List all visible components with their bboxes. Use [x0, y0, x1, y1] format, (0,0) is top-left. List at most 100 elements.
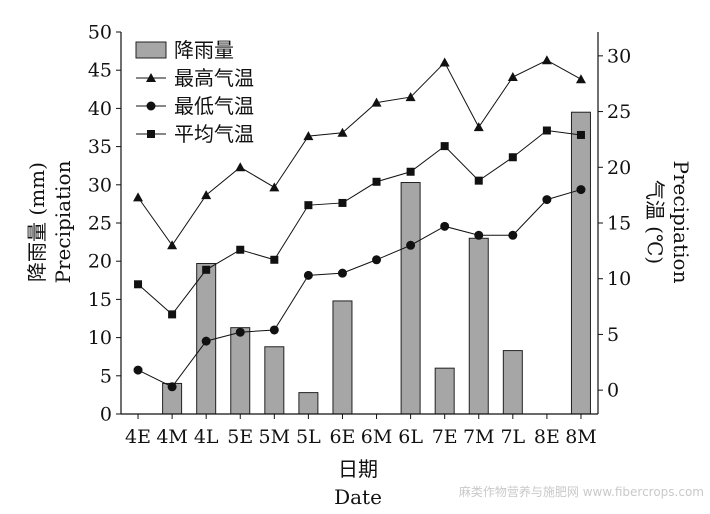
point-0-6E [337, 127, 348, 137]
x-tick-label: 6L [398, 426, 423, 448]
point-0-4L [201, 190, 212, 200]
bar-5E [230, 327, 251, 415]
legend-swatch-bar [135, 41, 167, 59]
legend-marker [147, 130, 155, 138]
point-0-8E [541, 55, 552, 65]
point-0-4M [167, 240, 178, 250]
bars-layer [162, 111, 591, 415]
point-1-4L [201, 336, 211, 346]
point-1-5M [269, 325, 279, 335]
legend-marker [146, 73, 156, 82]
legend-label: 降雨量 [174, 38, 234, 62]
bar-7L [502, 350, 523, 415]
bar-5L [298, 392, 319, 415]
x-tick-label: 8M [565, 426, 597, 448]
point-0-7L [507, 72, 518, 82]
x-tick-label: 5L [296, 426, 321, 448]
y-right-tick-label: 25 [607, 101, 631, 123]
point-2-8E [542, 126, 551, 135]
bar-5M [264, 346, 285, 415]
bar-6E [332, 300, 353, 415]
legend-label: 最高气温 [174, 66, 254, 90]
y-right-tick-label: 15 [607, 213, 631, 235]
point-0-4E [133, 192, 144, 202]
point-0-5E [235, 162, 246, 172]
point-1-8M [576, 185, 586, 195]
point-0-7E [439, 57, 450, 67]
point-1-7L [508, 230, 518, 240]
y-left-tick-label: 50 [88, 22, 112, 44]
point-2-4M [168, 310, 177, 319]
x-tick-label: 4M [156, 426, 188, 448]
point-2-7M [474, 176, 483, 185]
y-left-tick-label: 35 [88, 136, 112, 158]
point-2-7E [440, 142, 449, 151]
point-2-5L [304, 201, 313, 210]
point-1-5E [235, 327, 245, 337]
point-2-5M [270, 255, 279, 264]
point-2-6E [338, 198, 347, 207]
lines-layer [133, 55, 586, 392]
x-title-en: Date [334, 485, 382, 509]
x-title-cn: 日期 [338, 457, 378, 481]
y-left-tick-label: 5 [100, 365, 112, 387]
y-left-title-cn: 降雨量 (mm) [25, 162, 49, 282]
point-2-4E [134, 280, 143, 289]
point-0-8M [575, 74, 586, 84]
y-right-tick-label: 10 [607, 268, 631, 290]
point-2-4L [202, 265, 211, 274]
x-tick-label: 5M [259, 426, 291, 448]
x-tick-label: 7M [463, 426, 495, 448]
watermark: 麻类作物营养与施肥网 www.fibercrops.com [459, 484, 704, 499]
point-1-4E [133, 365, 143, 375]
point-1-7E [440, 221, 450, 231]
x-tick-label: 6M [361, 426, 393, 448]
x-tick-label: 5E [227, 426, 253, 448]
bar-8M [570, 111, 591, 415]
x-tick-label: 8E [534, 426, 560, 448]
series-line-0 [137, 59, 582, 247]
y-left-tick-label: 15 [88, 289, 112, 311]
series-line-2 [137, 129, 582, 316]
bar-6L [400, 182, 421, 415]
x-tick-label: 7E [432, 426, 458, 448]
x-tick-label: 7L [500, 426, 525, 448]
x-tick-label: 4E [125, 426, 151, 448]
point-2-6M [372, 177, 381, 186]
point-0-6M [371, 97, 382, 107]
point-1-6L [406, 240, 416, 250]
y-right-title-en: Precipiation [669, 161, 693, 284]
y-left-tick-label: 10 [88, 327, 112, 349]
y-right-title-cn: 气温 (℃) [643, 180, 667, 264]
point-1-6M [372, 255, 382, 265]
point-0-7M [473, 122, 484, 132]
point-1-6E [337, 268, 347, 278]
point-1-5L [303, 270, 313, 280]
x-tick-label: 6E [329, 426, 355, 448]
point-1-4M [167, 382, 177, 392]
point-0-5M [269, 182, 280, 192]
point-2-8M [576, 130, 585, 139]
y-left-tick-label: 30 [88, 174, 112, 196]
point-2-5E [236, 245, 245, 254]
y-left-tick-label: 45 [88, 60, 112, 82]
legend-label: 最低气温 [174, 94, 254, 118]
y-left-tick-label: 25 [88, 213, 112, 235]
point-0-6L [405, 92, 416, 102]
x-tick-label: 4L [194, 426, 219, 448]
y-left-tick-label: 20 [88, 251, 112, 273]
point-2-7L [508, 153, 517, 162]
y-right-tick-label: 5 [607, 324, 619, 346]
bar-7M [468, 237, 489, 415]
y-right-tick-label: 30 [607, 45, 631, 67]
legend-marker [146, 101, 156, 111]
y-left-tick-label: 0 [100, 404, 112, 426]
y-right-tick-label: 20 [607, 157, 631, 179]
y-right-tick-label: 0 [607, 380, 619, 402]
bar-7E [434, 367, 455, 415]
point-1-8E [542, 195, 552, 205]
y-left-tick-label: 40 [88, 98, 112, 120]
point-0-5L [303, 131, 314, 141]
